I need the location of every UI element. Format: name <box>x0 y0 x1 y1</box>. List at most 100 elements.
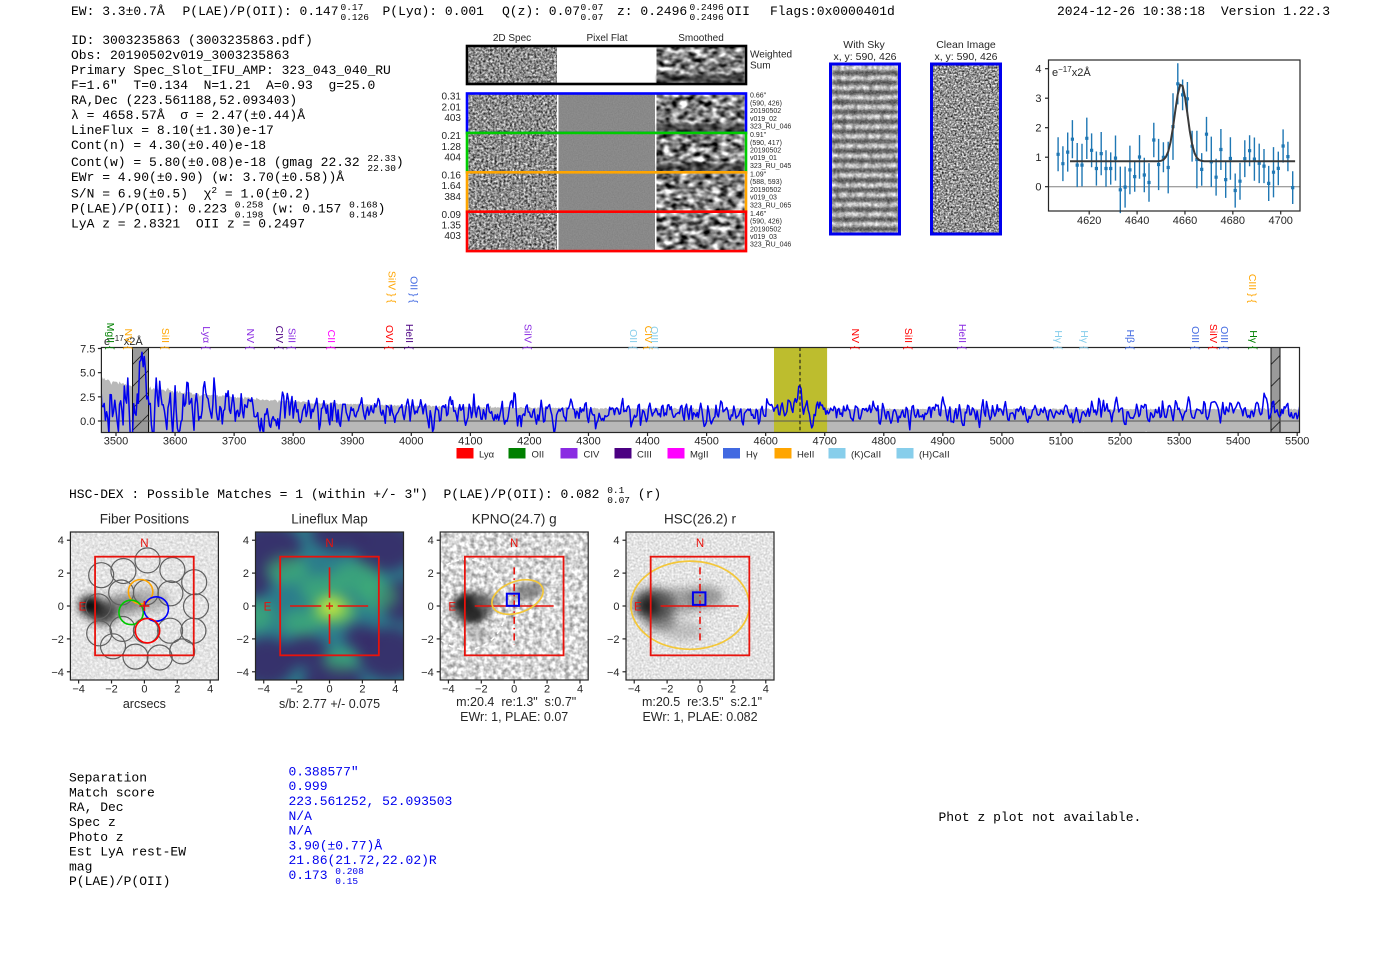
svg-text:1.64: 1.64 <box>442 181 462 192</box>
svg-text:OIII {: OIII { <box>648 326 660 350</box>
svg-text:LineFlux = 8.10(±1.30)e-17: LineFlux = 8.10(±1.30)e-17 <box>71 123 274 138</box>
svg-text:(r): (r) <box>630 487 661 502</box>
svg-text:Hγ {: Hγ { <box>1052 330 1064 350</box>
svg-text:Weighted: Weighted <box>750 50 792 61</box>
svg-text:0.21: 0.21 <box>442 131 462 142</box>
svg-text:4500: 4500 <box>694 436 718 448</box>
svg-text:(K)CaII: (K)CaII <box>851 450 881 461</box>
svg-text:4680: 4680 <box>1221 215 1245 227</box>
svg-text:Separation: Separation <box>69 771 147 786</box>
svg-text:(w: 0.157: (w: 0.157 <box>263 202 349 217</box>
svg-text:−2: −2 <box>51 634 64 646</box>
svg-text:4600: 4600 <box>753 436 777 448</box>
svg-text:2: 2 <box>730 684 736 696</box>
svg-text:2: 2 <box>428 568 434 580</box>
svg-text:Cont(w) = 5.80(±0.08)e-18 (gma: Cont(w) = 5.80(±0.08)e-18 (gmag 22.32 <box>71 155 367 170</box>
svg-text:−2: −2 <box>661 684 674 696</box>
svg-text:0.1: 0.1 <box>607 485 624 496</box>
svg-text:4: 4 <box>1035 64 1041 76</box>
svg-text:Phot z plot not available.: Phot z plot not available. <box>939 810 1142 825</box>
svg-text:OIII {: OIII { <box>1189 326 1201 350</box>
svg-text:E: E <box>634 602 642 614</box>
svg-text:1.28: 1.28 <box>442 142 462 153</box>
svg-text:4700: 4700 <box>1268 215 1292 227</box>
svg-text:N/A: N/A <box>289 809 313 824</box>
svg-text:4000: 4000 <box>399 436 423 448</box>
svg-text:2D Spec: 2D Spec <box>493 33 531 44</box>
svg-text:SiIV {: SiIV { <box>1207 324 1219 350</box>
svg-text:0.388577": 0.388577" <box>289 764 359 779</box>
svg-text:Spec z: Spec z <box>69 815 116 830</box>
svg-text:0: 0 <box>141 684 147 696</box>
svg-text:N/A: N/A <box>289 824 313 839</box>
svg-text:0.09: 0.09 <box>442 210 462 221</box>
svg-text:5400: 5400 <box>1226 436 1250 448</box>
svg-text:−2: −2 <box>607 634 620 646</box>
svg-text:Pixel Flat: Pixel Flat <box>586 33 627 44</box>
svg-text:403: 403 <box>444 113 461 124</box>
svg-text:SiII {: SiII { <box>902 328 914 350</box>
svg-text:0.0: 0.0 <box>80 416 95 428</box>
svg-text:OIII {: OIII { <box>1218 326 1230 350</box>
svg-text:NV {: NV { <box>122 328 134 350</box>
svg-text:4620: 4620 <box>1077 215 1101 227</box>
svg-text:Flags:0x0000401d: Flags:0x0000401d <box>770 4 895 19</box>
svg-text:v019_01: v019_01 <box>750 155 777 162</box>
svg-text:0.208: 0.208 <box>335 866 364 877</box>
svg-text:4800: 4800 <box>872 436 896 448</box>
svg-text:KPNO(24.7) g: KPNO(24.7) g <box>472 512 557 527</box>
svg-text:arcsecs: arcsecs <box>123 697 166 711</box>
svg-text:20190502: 20190502 <box>750 148 781 155</box>
svg-text:2: 2 <box>1035 123 1041 135</box>
svg-text:−4: −4 <box>607 667 620 679</box>
svg-text:−4: −4 <box>236 667 249 679</box>
svg-text:Fiber Positions: Fiber Positions <box>100 512 190 527</box>
svg-text:m:20.5 re:3.5" s:2.1": m:20.5 re:3.5" s:2.1" <box>642 695 762 709</box>
svg-text:P(Lyα): 0.001: P(Lyα): 0.001 <box>383 4 485 19</box>
svg-text:P(LAE)/P(OII): P(LAE)/P(OII) <box>69 874 170 889</box>
svg-text:v019_03: v019_03 <box>750 195 777 202</box>
svg-text:P(LAE)/P(OII): 0.223: P(LAE)/P(OII): 0.223 <box>71 202 235 217</box>
svg-text:0: 0 <box>326 684 332 696</box>
svg-text:0.148: 0.148 <box>349 209 378 220</box>
svg-text:Clean Image: Clean Image <box>936 39 996 51</box>
svg-text:403: 403 <box>444 231 461 242</box>
svg-text:CIV {: CIV { <box>273 326 285 350</box>
svg-text:−2: −2 <box>105 684 118 696</box>
svg-text:OVI {: OVI { <box>383 325 395 350</box>
svg-text:N: N <box>325 538 333 550</box>
svg-text:OII: OII <box>532 450 545 461</box>
svg-text:0.16: 0.16 <box>442 171 462 182</box>
svg-text:E: E <box>79 602 87 614</box>
svg-text:Hγ {: Hγ { <box>1247 330 1259 350</box>
svg-text:323_RU_046: 323_RU_046 <box>750 124 791 131</box>
svg-text:2: 2 <box>58 568 64 580</box>
svg-text:4900: 4900 <box>931 436 955 448</box>
svg-text:SiII {: SiII { <box>159 328 171 350</box>
svg-text:Est LyA rest-EW: Est LyA rest-EW <box>69 845 186 860</box>
svg-text:1.46": 1.46" <box>750 211 767 218</box>
svg-text:323_RU_045: 323_RU_045 <box>750 163 791 170</box>
svg-text:= 1.0(±0.2): = 1.0(±0.2) <box>217 187 311 202</box>
svg-text:v019_03: v019_03 <box>750 234 777 241</box>
svg-text:OII: OII <box>727 4 750 19</box>
svg-text:4: 4 <box>243 535 249 547</box>
svg-text:OII {: OII { <box>627 329 639 350</box>
svg-text:4640: 4640 <box>1125 215 1149 227</box>
svg-text:m:20.4 re:1.3" s:0.7": m:20.4 re:1.3" s:0.7" <box>456 695 576 709</box>
svg-text:0.198: 0.198 <box>235 209 264 220</box>
svg-text:22.33: 22.33 <box>367 153 396 164</box>
svg-text:Match score: Match score <box>69 785 155 800</box>
svg-text:0: 0 <box>58 601 64 613</box>
svg-text:0.15: 0.15 <box>335 876 358 887</box>
svg-text:−2: −2 <box>290 684 303 696</box>
svg-text:5200: 5200 <box>1108 436 1132 448</box>
svg-text:HeII {: HeII { <box>956 324 968 350</box>
svg-text:21.86(21.72,22.02)R: 21.86(21.72,22.02)R <box>289 853 437 868</box>
svg-text:404: 404 <box>444 152 461 163</box>
svg-text:0: 0 <box>613 601 619 613</box>
svg-text:Lineflux Map: Lineflux Map <box>291 512 368 527</box>
svg-text:x, y: 590, 426: x, y: 590, 426 <box>833 51 896 63</box>
svg-text:4: 4 <box>577 684 583 696</box>
svg-text:SiII {: SiII { <box>286 328 298 350</box>
